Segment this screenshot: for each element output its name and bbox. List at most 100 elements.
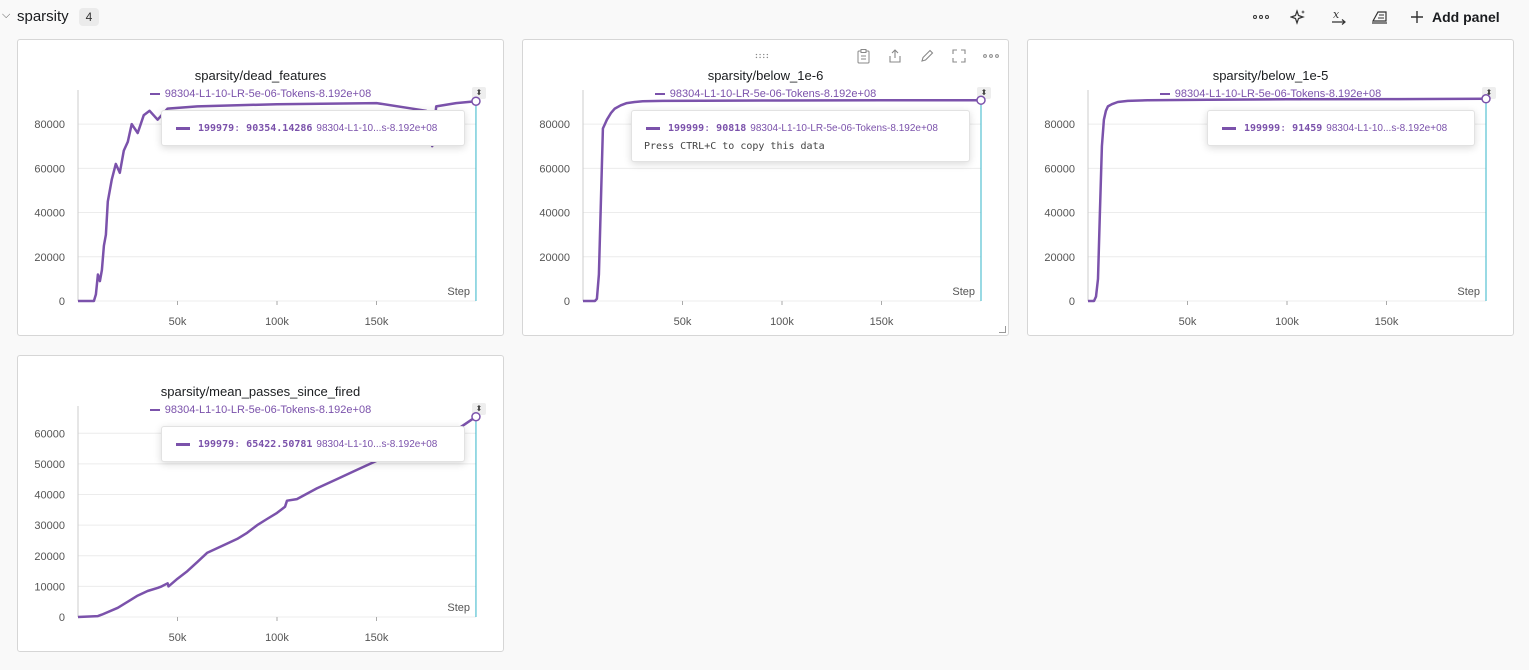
section-title[interactable]: sparsity [17, 8, 69, 25]
line-chart[interactable]: 0 20000 40000 60000 80000 50k 100k 150k Step [523, 40, 1010, 337]
x-axis-title: Step [447, 602, 470, 614]
hover-point[interactable] [976, 95, 986, 105]
tooltip-value: 90354.14286 [246, 123, 313, 134]
y-tick-label: 0 [59, 296, 65, 308]
add-panel-label: Add panel [1432, 9, 1500, 25]
fullscreen-icon[interactable] [951, 48, 967, 64]
y-tick-label: 60000 [539, 163, 570, 175]
line-chart[interactable]: 0 20000 40000 60000 80000 50k 100k 150k Step [1028, 40, 1515, 337]
legend-entry[interactable]: 98304-L1-10-LR-5e-06-Tokens-8.192e+08 [18, 88, 503, 100]
x-axis-title: Step [447, 286, 470, 298]
hover-point[interactable] [1481, 94, 1491, 104]
tooltip-value: 65422.50781 [246, 439, 313, 450]
y-tick-label: 60000 [34, 163, 65, 175]
legend-swatch [1159, 93, 1170, 96]
tooltip-row: 199999: 91459 98304-L1-10...s-8.192e+08 [1222, 123, 1447, 134]
tooltip-row: 199999: 90818 98304-L1-10-LR-5e-06-Tokens… [646, 123, 938, 134]
chevron-down-icon[interactable]: ⌵ [2, 9, 11, 21]
drag-handle-icon[interactable] [755, 48, 771, 64]
y-tick-label: 20000 [1044, 252, 1075, 264]
x-axis-title: Step [952, 286, 975, 298]
tooltip-swatch [176, 126, 190, 130]
panel-below-1e-6[interactable]: sparsity/below_1e-6 98304-L1-10-LR-5e-06… [522, 39, 1009, 336]
tooltip-swatch [1222, 126, 1236, 130]
series-line[interactable] [78, 99, 477, 303]
clipboard-icon[interactable] [855, 48, 871, 64]
x-tick-label: 150k [1375, 316, 1399, 328]
legend-label: 98304-L1-10-LR-5e-06-Tokens-8.192e+08 [669, 88, 877, 100]
tooltip-swatch [646, 126, 660, 130]
x-tick-label: 50k [674, 316, 692, 328]
y-tick-label: 40000 [34, 208, 65, 220]
hover-tooltip: 199979: 90354.14286 98304-L1-10...s-8.192… [161, 110, 465, 146]
tooltip-row: 199979: 65422.50781 98304-L1-10...s-8.192… [176, 439, 437, 450]
y-tick-label: 60000 [1044, 163, 1075, 175]
tooltip-swatch [176, 442, 190, 446]
panel-title: sparsity/below_1e-5 [1212, 68, 1329, 83]
tooltip-series: 98304-L1-10...s-8.192e+08 [1326, 123, 1448, 134]
x-axis-icon[interactable]: x [1328, 6, 1350, 28]
panel-more-icon[interactable] [983, 48, 999, 64]
y-tick-label: 0 [564, 296, 570, 308]
sparkle-icon[interactable] [1287, 6, 1309, 28]
tooltip-step: 199979 [198, 123, 235, 134]
tooltip-value: 91459 [1292, 123, 1323, 134]
legend-entry[interactable]: 98304-L1-10-LR-5e-06-Tokens-8.192e+08 [18, 404, 503, 416]
tooltip-step: 199999 [668, 123, 705, 134]
x-tick-label: 50k [169, 632, 187, 644]
svg-text:x: x [1333, 8, 1340, 21]
series-line[interactable] [583, 98, 981, 303]
tooltip-series: 98304-L1-10-LR-5e-06-Tokens-8.192e+08 [750, 123, 938, 134]
legend-entry[interactable]: 98304-L1-10-LR-5e-06-Tokens-8.192e+08 [1028, 88, 1513, 100]
panel-title: sparsity/mean_passes_since_fired [160, 384, 361, 399]
panel-title: sparsity/below_1e-6 [707, 68, 824, 83]
panel-mean-passes-since-fired[interactable]: sparsity/mean_passes_since_fired 98304-L… [17, 355, 504, 652]
series-line[interactable] [1088, 97, 1487, 303]
legend-label: 98304-L1-10-LR-5e-06-Tokens-8.192e+08 [164, 88, 372, 100]
more-options-icon[interactable] [1250, 6, 1272, 28]
tooltip-copy-hint: Press CTRL+C to copy this data [644, 141, 825, 152]
line-chart[interactable]: 0 20000 40000 60000 80000 50k 100k 150k Step [18, 40, 505, 337]
tooltip-series: 98304-L1-10...s-8.192e+08 [316, 123, 438, 134]
y-tick-label: 20000 [539, 252, 570, 264]
line-chart[interactable]: 0 10000 20000 30000 40000 50000 60000 50k 100k 15… [18, 356, 505, 653]
x-tick-label: 100k [770, 316, 794, 328]
x-tick-label: 150k [365, 316, 389, 328]
panel-title: sparsity/dead_features [194, 68, 327, 83]
hover-point[interactable] [471, 96, 481, 106]
add-panel-button[interactable]: Add panel [1410, 5, 1500, 29]
y-tick-label: 0 [1069, 296, 1075, 308]
panel-below-1e-5[interactable]: sparsity/below_1e-5 98304-L1-10-LR-5e-06… [1027, 39, 1514, 336]
y-tick-label: 30000 [34, 520, 65, 532]
tooltip-separator: : [234, 439, 247, 450]
hover-point[interactable] [471, 411, 481, 422]
panel-dead-features[interactable]: sparsity/dead_features 98304-L1-10-LR-5e… [17, 39, 504, 336]
legend-swatch [149, 409, 160, 412]
y-tick-label: 40000 [34, 490, 65, 502]
hover-tooltip: 199979: 65422.50781 98304-L1-10...s-8.192… [161, 426, 465, 462]
x-tick-label: 100k [265, 316, 289, 328]
y-tick-label: 80000 [34, 119, 65, 131]
tooltip-separator: : [704, 123, 717, 134]
panel-count-badge: 4 [79, 8, 99, 26]
edit-icon[interactable] [919, 48, 935, 64]
y-tick-label: 20000 [34, 252, 65, 264]
tooltip-value: 90818 [716, 123, 747, 134]
y-tick-label: 80000 [539, 119, 570, 131]
y-tick-label: 40000 [539, 208, 570, 220]
x-tick-label: 50k [169, 316, 187, 328]
legend-scroll-icon[interactable]: ⬍ [472, 87, 486, 99]
tooltip-series: 98304-L1-10...s-8.192e+08 [316, 439, 438, 450]
y-tick-label: 10000 [34, 581, 65, 593]
plus-icon [1411, 11, 1423, 23]
legend-swatch [149, 93, 160, 96]
y-tick-label: 0 [59, 612, 65, 624]
y-tick-label: 50000 [34, 459, 65, 471]
x-tick-label: 150k [870, 316, 894, 328]
share-icon[interactable] [887, 48, 903, 64]
legend-entry[interactable]: 98304-L1-10-LR-5e-06-Tokens-8.192e+08 [523, 88, 1008, 100]
hover-tooltip: 199999: 90818 98304-L1-10-LR-5e-06-Tokens… [631, 110, 970, 162]
resize-handle[interactable] [999, 326, 1006, 333]
eraser-icon[interactable] [1368, 6, 1390, 28]
tooltip-step: 199999 [1244, 123, 1281, 134]
